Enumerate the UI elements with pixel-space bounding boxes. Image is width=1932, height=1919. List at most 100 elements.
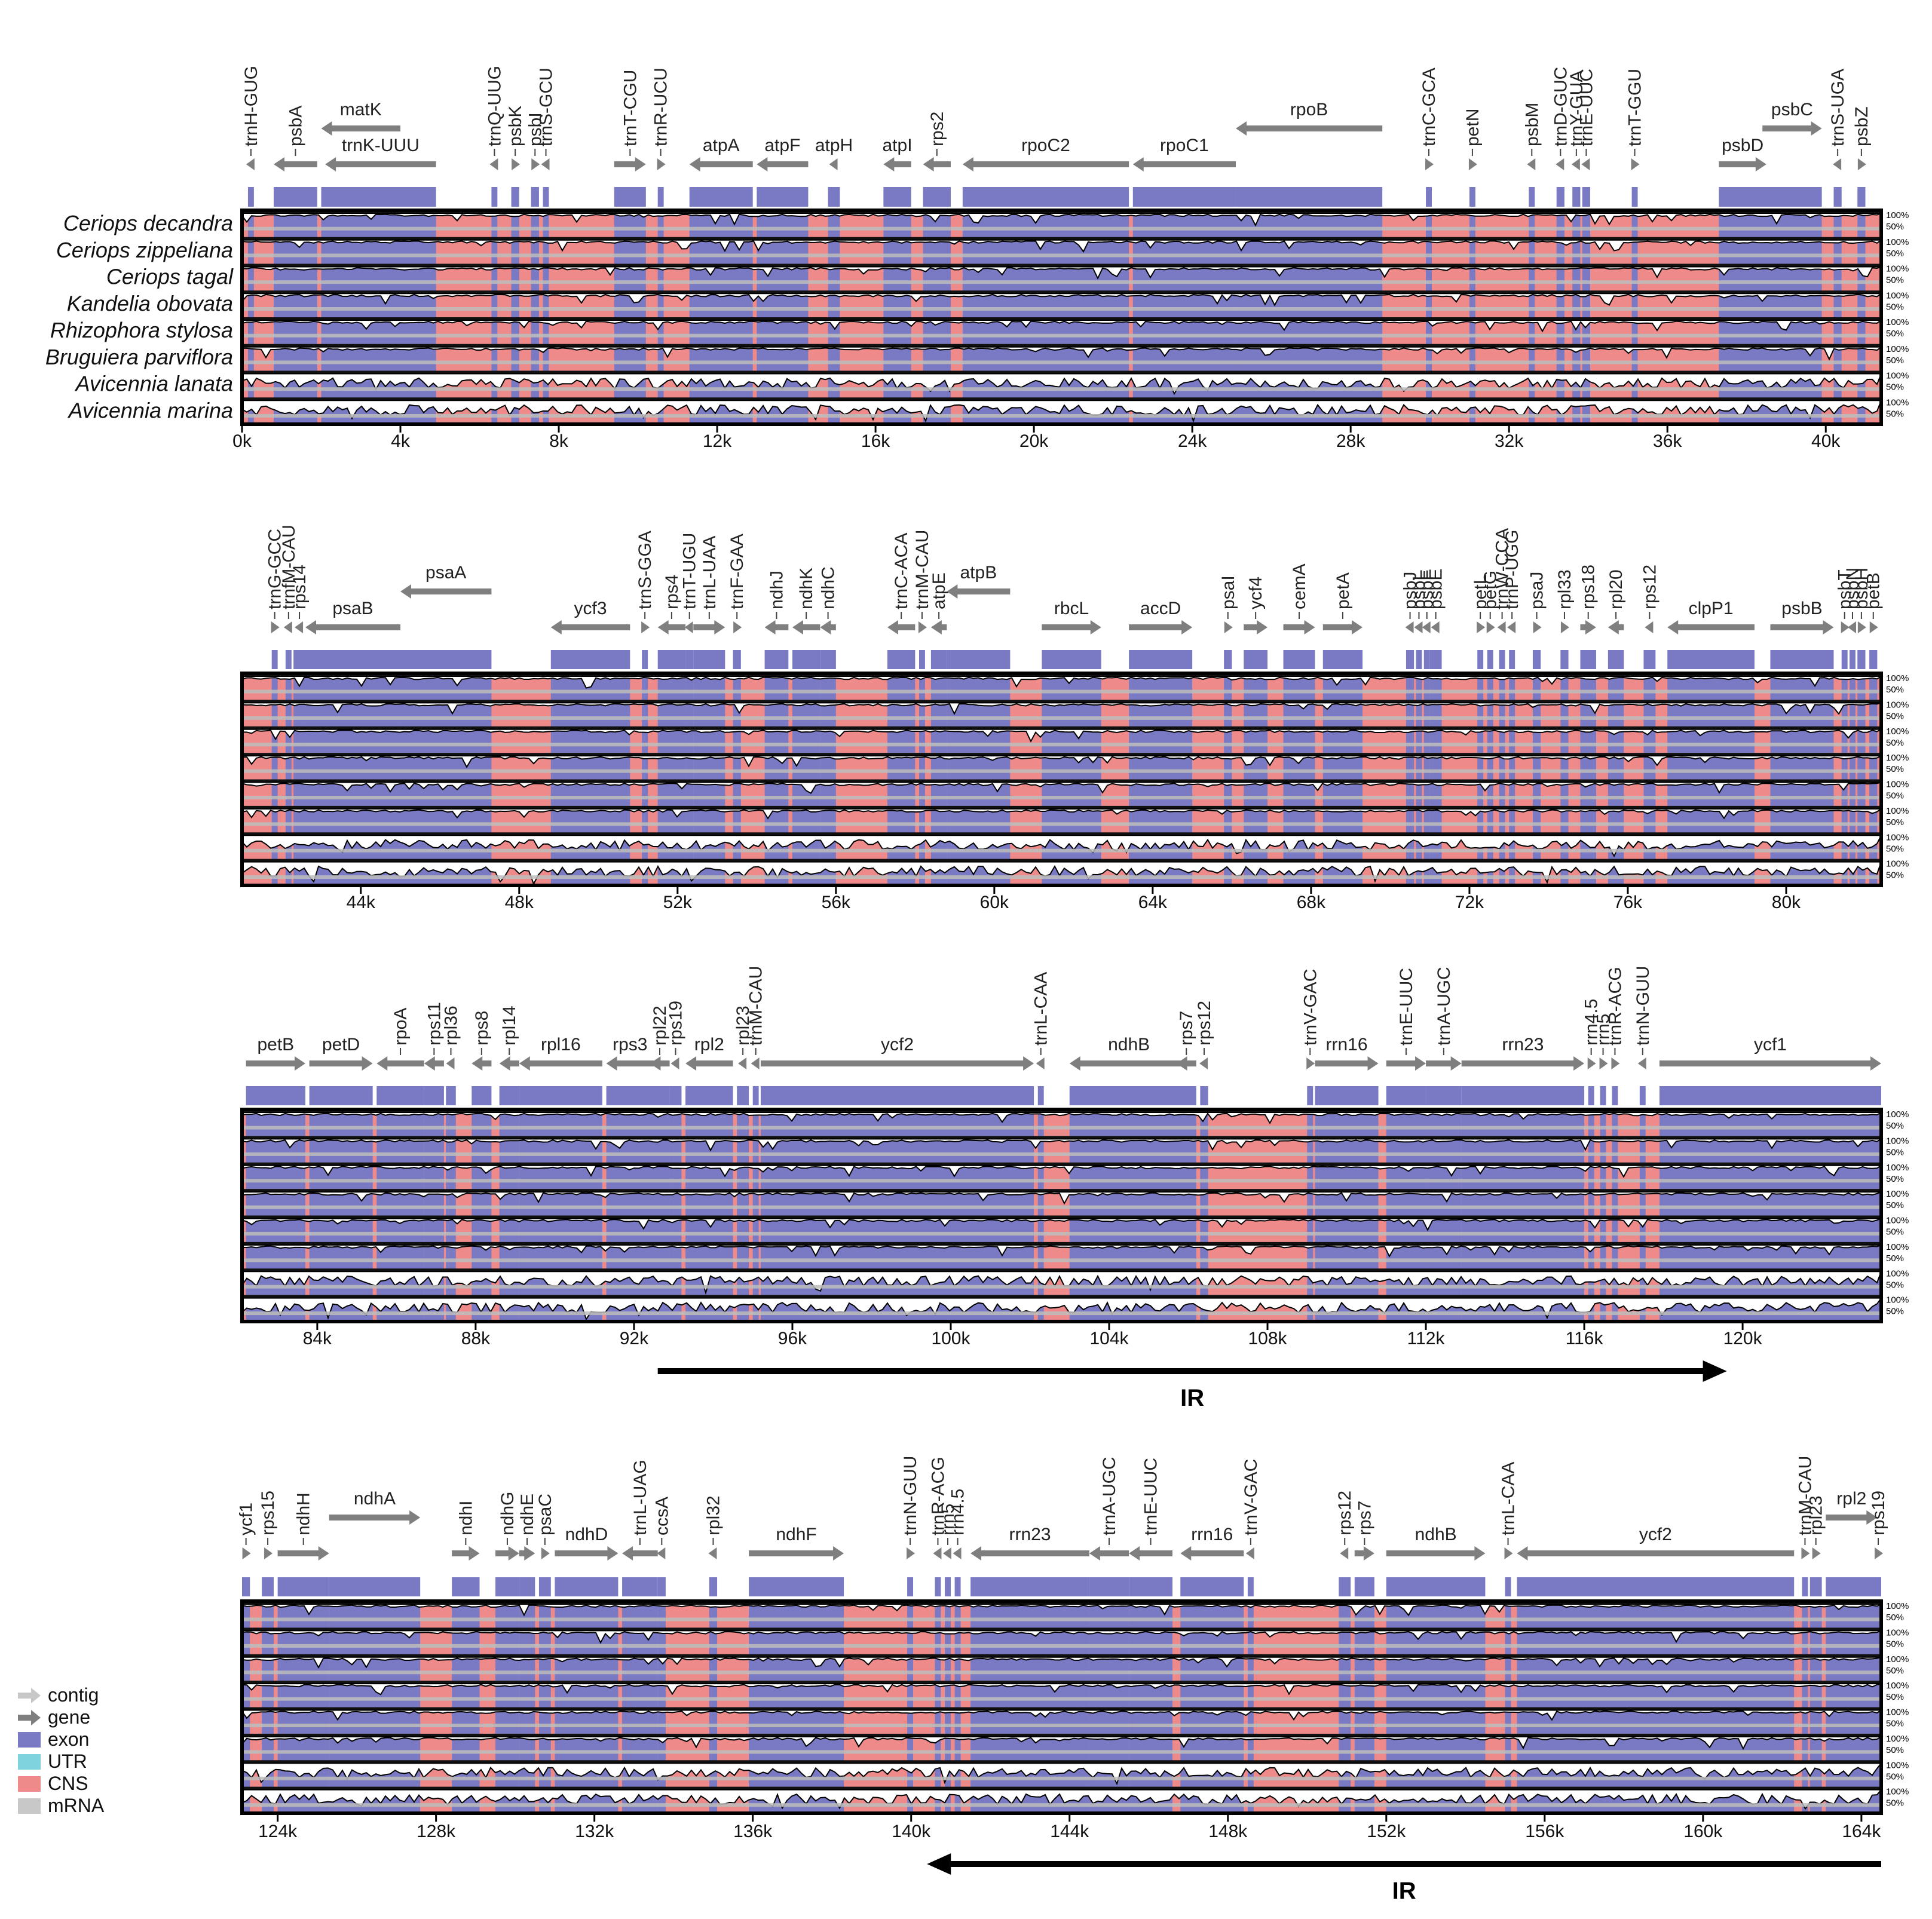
conservation-profile: [241, 728, 1882, 743]
gene-arrow: [1841, 621, 1850, 633]
pct-label-100: 100%: [1886, 859, 1909, 869]
exon-box: [1244, 650, 1268, 669]
exon-box: [543, 187, 549, 207]
gene-arrow: [689, 157, 753, 171]
track-separator: [242, 1241, 1881, 1245]
pct-label-100: 100%: [1886, 1242, 1909, 1252]
exon-box: [752, 1086, 759, 1105]
gene-label: ndhB: [1108, 1035, 1150, 1054]
exon-box: [293, 650, 306, 669]
axis-tick-label: 136k: [733, 1822, 773, 1841]
track-separator: [242, 753, 1881, 756]
gene-label: atpA: [703, 136, 740, 155]
gene-label: petA: [1333, 572, 1353, 609]
legend-swatch: [18, 1732, 41, 1748]
ir-arrow: [927, 1853, 1881, 1875]
gene-arrow: [650, 1056, 670, 1071]
gene-arrow: [1036, 1057, 1045, 1069]
midline: [242, 796, 1881, 800]
gene-arrow: [264, 1547, 273, 1559]
conservation-profile: [241, 239, 1884, 253]
pct-label-100: 100%: [1886, 317, 1909, 327]
gene-arrow: [883, 157, 911, 171]
species-label: Ceriops decandra: [63, 211, 233, 235]
gene-label: rpoC2: [1021, 136, 1070, 155]
gene-label: trnA-UGC: [1434, 967, 1454, 1046]
exon-box: [1529, 187, 1535, 207]
gene-arrow: [1875, 1547, 1884, 1559]
gene-label: ndhJ: [767, 571, 786, 609]
exon-box: [1416, 650, 1422, 669]
midline: [242, 360, 1881, 364]
axis-tick-label: 92k: [620, 1329, 649, 1348]
gene-arrow: [1587, 1057, 1596, 1069]
pct-label-50: 50%: [1886, 1719, 1904, 1729]
gene-label: trnQ-UUG: [485, 66, 504, 146]
gene-label: ycf2: [881, 1035, 914, 1054]
exon-box: [1869, 650, 1878, 669]
gene-label: rpl2: [1836, 1489, 1866, 1509]
exon-box: [1477, 650, 1484, 669]
pct-label-50: 50%: [1886, 1771, 1904, 1782]
gene-label: psbD: [1722, 136, 1763, 155]
pct-label-50: 50%: [1886, 382, 1904, 393]
pct-label-100: 100%: [1886, 1109, 1909, 1120]
pct-label-100: 100%: [1886, 237, 1909, 247]
exon-box: [1572, 187, 1581, 207]
conservation-profile: [241, 320, 1884, 333]
exon-box: [1386, 1577, 1486, 1596]
gene-label: rpl20: [1606, 569, 1626, 609]
exon-box: [1429, 650, 1442, 669]
axis-tick-label: 164k: [1842, 1822, 1881, 1841]
legend-swatch: [18, 1798, 41, 1814]
gene-arrow: [1719, 157, 1766, 171]
gene-arrow: [1869, 621, 1878, 633]
exon-box: [737, 1086, 749, 1105]
exon-box: [970, 1577, 1089, 1596]
midline: [242, 1311, 1881, 1316]
gene-arrow: [1631, 158, 1640, 170]
exon-box: [1129, 1577, 1173, 1596]
gene-arrow: [1581, 158, 1590, 170]
gene-label: rps4: [662, 575, 682, 609]
gene-arrow: [283, 621, 292, 633]
gene-arrow: [738, 1057, 747, 1069]
gene-label: petG: [1481, 571, 1501, 609]
gene-arrow: [1857, 621, 1866, 633]
axis-tick-label: 112k: [1407, 1329, 1446, 1348]
axis-tick-label: 100k: [931, 1329, 970, 1348]
gene-label: rrn4.5: [948, 1489, 968, 1535]
track-separator: [242, 263, 1881, 267]
gene-arrow: [1857, 158, 1866, 170]
exon-box: [1423, 650, 1430, 669]
midline: [242, 226, 1881, 231]
gene-label: psbI: [525, 112, 545, 146]
axis-tick-label: 128k: [417, 1822, 456, 1841]
gene-arrow: [641, 621, 650, 633]
gene-label: rpl14: [500, 1006, 519, 1046]
track-separator: [242, 1654, 1881, 1657]
exon-box: [247, 187, 254, 207]
exon-box: [935, 1577, 941, 1596]
exon-box: [954, 1577, 961, 1596]
exon-box: [1580, 650, 1596, 669]
axis-tick-label: 120k: [1723, 1329, 1763, 1348]
gene-label: ndhD: [565, 1525, 608, 1544]
axis-tick-label: 32k: [1495, 431, 1524, 451]
pct-label-100: 100%: [1886, 1681, 1909, 1691]
conservation-profile: [241, 1138, 1884, 1152]
gene-label: trnR-ACG: [1605, 967, 1625, 1046]
midline: [242, 253, 1881, 257]
exon-box: [883, 187, 911, 207]
legend-label: CNS: [48, 1773, 88, 1794]
gene-arrow: [907, 1547, 916, 1559]
midline: [242, 1126, 1881, 1130]
gene-arrow: [947, 584, 1011, 599]
exon-box: [1037, 1086, 1044, 1105]
gene-arrow: [274, 157, 317, 171]
gene-label: psaI: [1218, 575, 1238, 609]
midline: [242, 1724, 1881, 1728]
pct-label-50: 50%: [1886, 1200, 1904, 1210]
track-separator: [242, 1295, 1881, 1298]
exon-box: [1857, 650, 1866, 669]
